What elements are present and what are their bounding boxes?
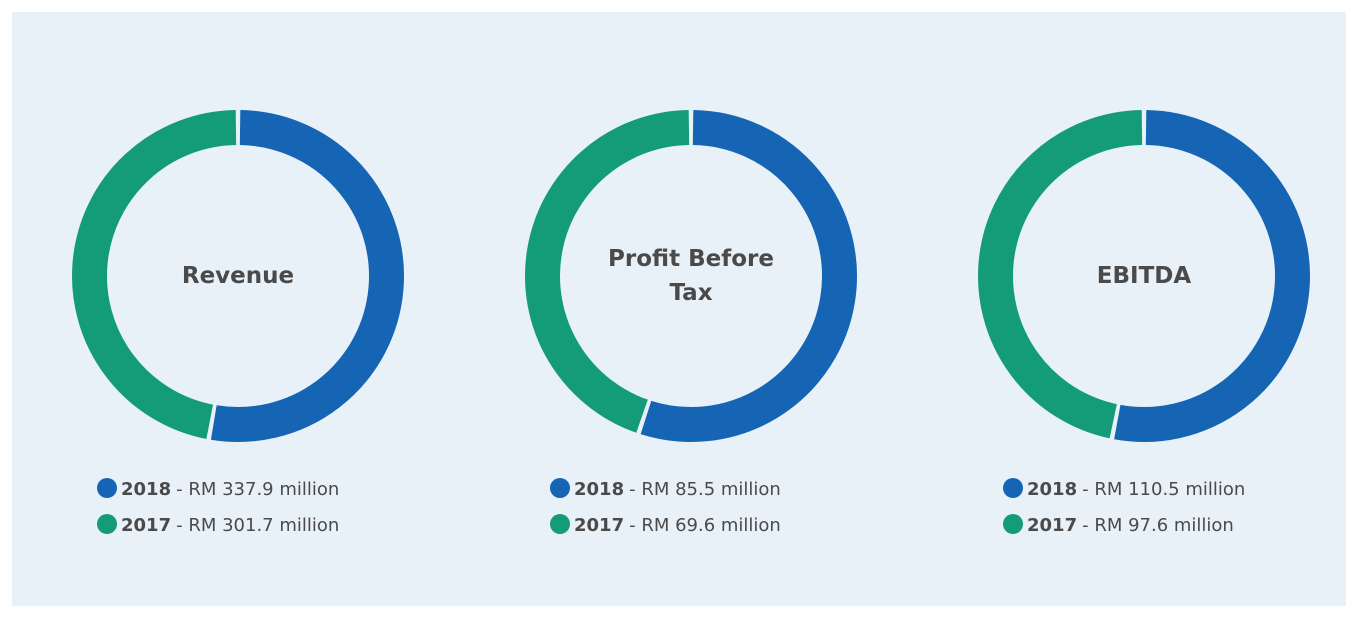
legend-name: 2018 <box>574 479 625 500</box>
legend-dot <box>97 514 117 534</box>
legend-dot <box>97 478 117 498</box>
donut-segment <box>72 110 237 439</box>
legend-value: - RM 110.5 million <box>1082 479 1246 500</box>
legend-entry: 2017- RM 69.6 million <box>550 514 781 537</box>
donut-segment <box>1114 110 1310 442</box>
legend-dot <box>1003 514 1023 534</box>
legend-entry: 2018- RM 85.5 million <box>550 478 781 501</box>
legend-name: 2017 <box>121 515 172 536</box>
legend-entry: 2017- RM 97.6 million <box>1003 514 1234 537</box>
legend-dot <box>1003 478 1023 498</box>
legend-value: - RM 337.9 million <box>176 479 340 500</box>
center-title: EBITDA <box>1096 263 1192 289</box>
legend-value: - RM 85.5 million <box>629 479 781 500</box>
legend-name: 2018 <box>121 479 172 500</box>
legend-name: 2017 <box>574 515 625 536</box>
donut-segment <box>210 110 404 442</box>
legend-value: - RM 301.7 million <box>176 515 340 536</box>
legend-entry: 2018- RM 337.9 million <box>97 478 339 501</box>
donut-segment <box>525 110 690 433</box>
donut-segment <box>978 110 1143 439</box>
legend-name: 2017 <box>1027 515 1078 536</box>
legend-dot <box>550 478 570 498</box>
legend-entry: 2018- RM 110.5 million <box>1003 478 1245 501</box>
center-title: Revenue <box>181 263 295 289</box>
legend-name: 2018 <box>1027 479 1078 500</box>
legend-entry: 2017- RM 301.7 million <box>97 514 339 537</box>
legend-value: - RM 69.6 million <box>629 515 781 536</box>
legend-dot <box>550 514 570 534</box>
legend-value: - RM 97.6 million <box>1082 515 1234 536</box>
center-title: Profit Before Tax <box>608 246 774 306</box>
donut-segment <box>640 110 857 442</box>
